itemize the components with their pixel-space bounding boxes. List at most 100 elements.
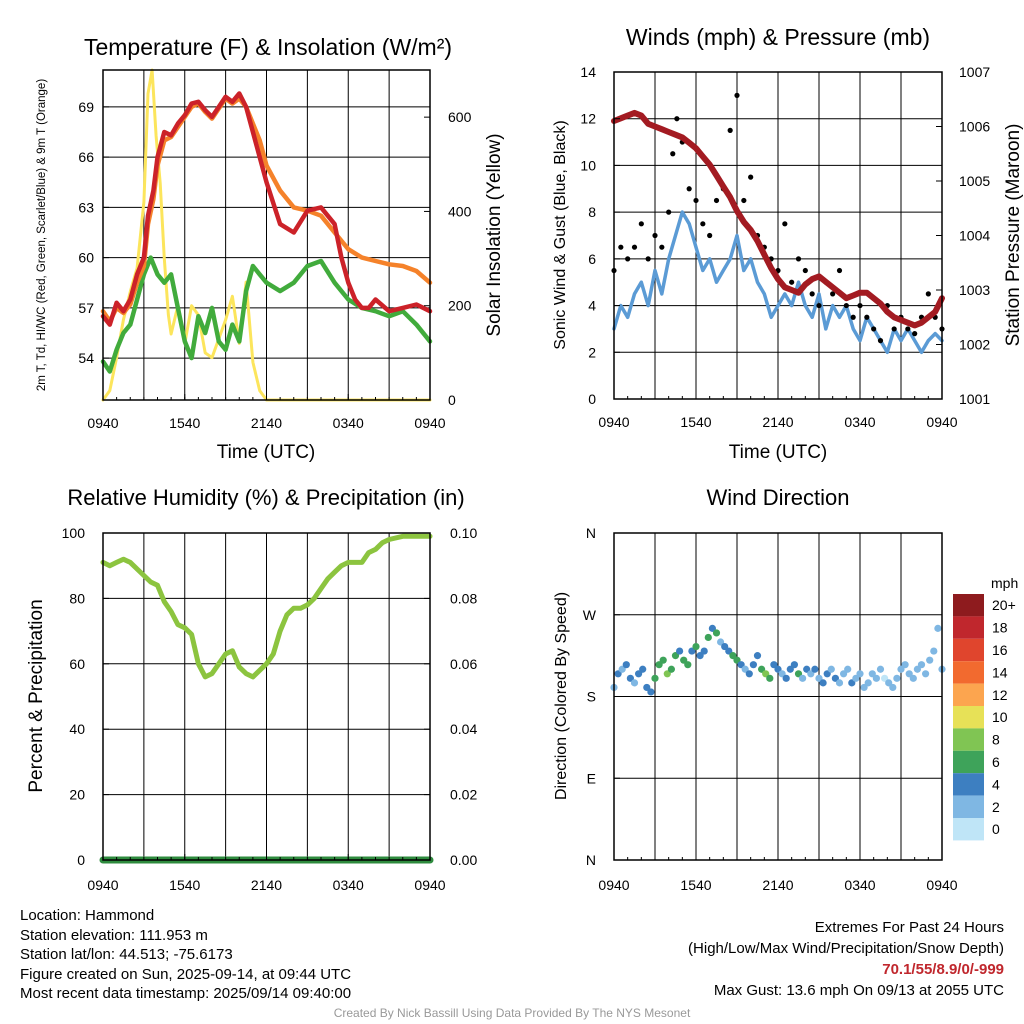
temperature-y2label: Solar Insolation (Yellow) [484,133,505,336]
wind-direction-point [651,674,659,682]
wind-direction-point [622,661,630,669]
dewpoint-line [100,255,433,374]
winds-title: Winds (mph) & Pressure (mb) [626,24,930,50]
wind-speed-line [612,210,944,355]
wind-direction-point [926,656,934,664]
dir-x-tick-label: 0340 [844,877,875,893]
gust-point [795,256,802,262]
insolation-y-tick-label: 200 [448,298,472,314]
pressure-line [611,109,945,329]
rh-x-tick-label: 0940 [87,877,118,893]
legend-label: 14 [992,664,1008,680]
wind-direction-point [753,652,762,660]
wind-direction-point [917,661,926,669]
gust-point [830,291,836,297]
humidity-panel: Relative Humidity (%) & Precipitation (i… [26,485,477,893]
wind-direction-point [799,674,807,682]
legend-title: mph [991,575,1018,591]
temp-x-tick-label: 1540 [169,415,200,431]
created-text: Figure created on Sun, 2025-09-14, at 09… [20,965,352,983]
gust-point [666,209,672,215]
winds-ylabel: Sonic Wind & Gust (Blue, Black) [552,120,569,349]
gust-point [727,127,733,133]
temperature-ylabel: 2m T, Td, HI/WC (Red, Green, Scarlet/Blu… [36,79,48,391]
wind-direction-point [872,674,881,682]
location-text: Location: Hammond [20,907,155,924]
dir-x-tick-label: 2140 [762,877,793,893]
gust-point [693,197,699,204]
pressure-y-tick-label: 1002 [959,337,990,353]
pressure-y-tick-label: 1001 [959,391,990,407]
legend-swatch [953,594,984,617]
legend-label: 16 [992,642,1008,658]
gust-point [877,338,884,344]
extremes-values: 70.1/55/8.9/0/-999 [882,961,1004,978]
wind-direction-ylabel: Direction (Colored By Speed) [553,592,570,800]
wind-y-tick-label: 6 [588,251,596,267]
rh-x-tick-label: 1540 [169,877,200,893]
wind-direction-point [684,661,692,669]
wind-direction-point [844,665,852,673]
credit-text: Created By Nick Bassill Using Data Provi… [333,1006,691,1020]
precip-y-tick-label: 0.00 [450,852,477,868]
wind-y-tick-label: 2 [588,344,596,360]
legend-swatch [953,795,984,818]
humidity-title: Relative Humidity (%) & Precipitation (i… [67,485,464,510]
temp-y-tick-label: 54 [78,350,94,366]
legend-swatch [953,773,984,796]
recent-data-text: Most recent data timestamp: 2025/09/14 0… [20,985,352,1002]
precip-y-tick-label: 0.02 [450,787,477,803]
wind-y-tick-label: 8 [588,204,596,220]
precip-y-tick-label: 0.10 [450,525,477,541]
wind-y-tick-label: 14 [580,64,596,80]
temp-y-tick-label: 69 [78,99,94,115]
wind-direction-point [893,674,901,682]
dir-x-tick-label: 1540 [680,877,711,893]
legend-label: 12 [992,687,1008,703]
wind-direction-point [856,670,864,678]
pressure-y-tick-label: 1006 [959,119,990,135]
dir-y-tick-label: N [586,852,596,868]
temp-x-tick-label: 0940 [87,415,118,431]
temp-y-tick-label: 60 [78,250,94,266]
gust-point [802,267,808,274]
wind-direction-point [712,629,721,637]
wind-direction-point [922,670,930,678]
legend-label: 8 [992,732,1000,748]
temperature-xlabel: Time (UTC) [217,442,316,463]
dir-y-tick-label: W [583,607,597,623]
legend-swatch [953,638,984,662]
legend-label: 20+ [992,597,1016,613]
dir-y-tick-label: S [587,689,596,705]
legend-label: 10 [992,709,1008,725]
legend-swatch [953,818,984,841]
wind-direction-point [676,647,684,655]
gust-point [638,221,644,227]
wind-direction-point [827,665,835,673]
wind-y-tick-label: 4 [588,298,596,314]
wind-direction-point [667,665,676,673]
gust-point [836,267,843,274]
legend-label: 18 [992,620,1008,636]
wind-direction-point [749,661,758,669]
rh-y-tick-label: 60 [69,656,85,672]
temp-y-tick-label: 66 [78,149,94,165]
wind-direction-point [934,624,942,632]
dir-x-tick-label: 0940 [926,877,957,893]
gust-point [670,151,676,157]
temp-y-tick-label: 63 [78,199,94,215]
gust-point [652,232,658,239]
legend-swatch [953,683,984,706]
station-info: Location: Hammond Station elevation: 111… [20,906,351,1004]
temp-x-tick-label: 0340 [333,415,364,431]
temperature-title: Temperature (F) & Insolation (W/m²) [84,34,452,60]
wind-y-tick-label: 0 [588,391,596,407]
rh-y-tick-label: 100 [62,525,86,541]
wind-direction-point [909,674,917,682]
wind-x-tick-label: 0940 [598,414,629,430]
insolation-y-tick-label: 600 [448,109,472,125]
wind-direction-point [630,679,639,687]
extremes-info: Extremes For Past 24 Hours (High/Low/Max… [688,917,1004,1001]
